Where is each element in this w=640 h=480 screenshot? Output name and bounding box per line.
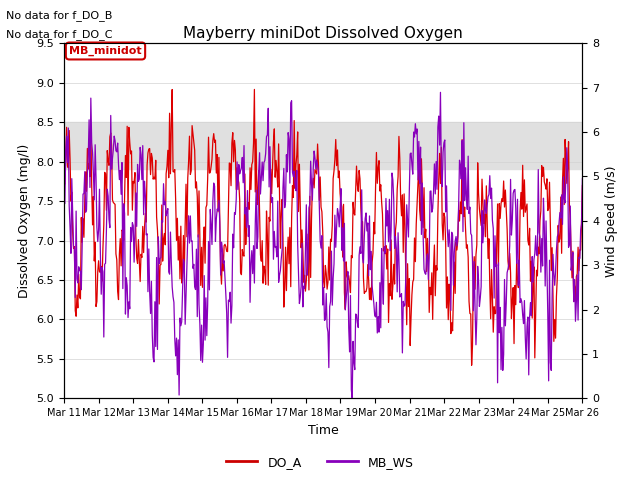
Title: Mayberry miniDot Dissolved Oxygen: Mayberry miniDot Dissolved Oxygen — [183, 25, 463, 41]
X-axis label: Time: Time — [308, 424, 339, 437]
Text: MB_minidot: MB_minidot — [69, 46, 142, 56]
Y-axis label: Wind Speed (m/s): Wind Speed (m/s) — [605, 165, 618, 276]
Text: No data for f_DO_B: No data for f_DO_B — [6, 10, 113, 21]
Bar — [64, 122, 582, 169]
Y-axis label: Dissolved Oxygen (mg/l): Dissolved Oxygen (mg/l) — [18, 144, 31, 298]
Text: No data for f_DO_C: No data for f_DO_C — [6, 29, 113, 40]
Legend: DO_A, MB_WS: DO_A, MB_WS — [221, 451, 419, 474]
